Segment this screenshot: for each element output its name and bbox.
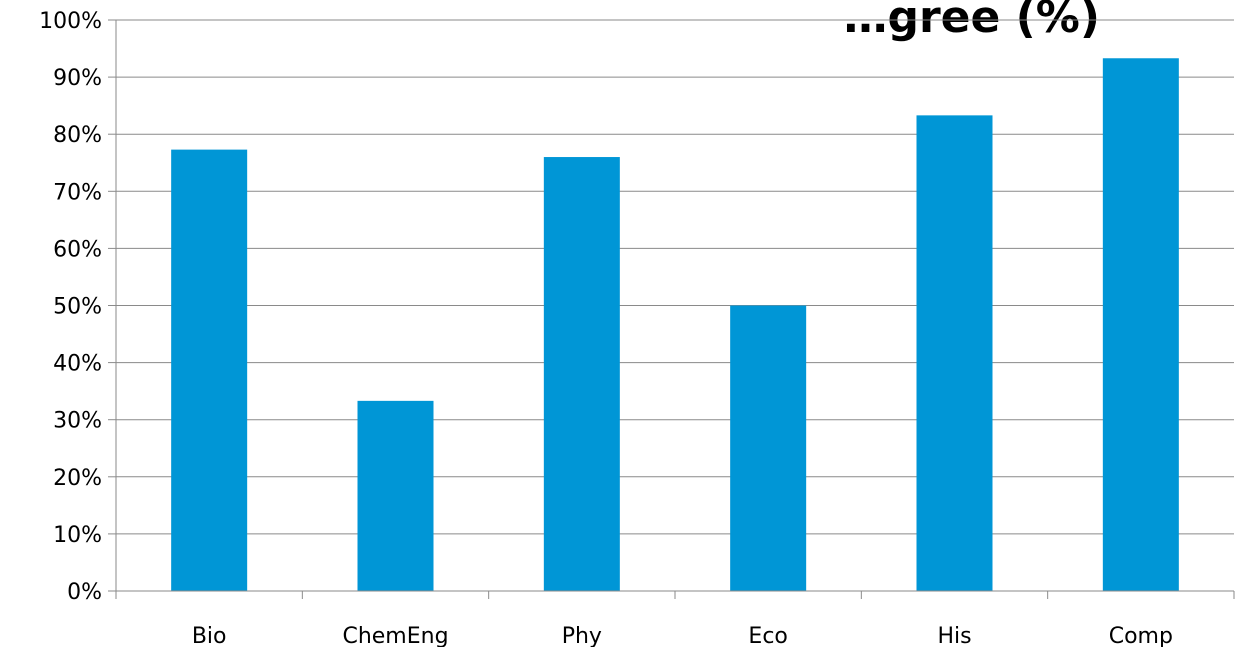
x-tick-label: Bio <box>192 624 227 647</box>
y-tick-label: 40% <box>53 352 102 377</box>
x-tick-labels: Bio ChemEng Phy Eco His Comp <box>192 624 1173 647</box>
y-tick-label: 30% <box>53 409 102 434</box>
y-tick-label: 0% <box>67 580 102 605</box>
x-tick-label: Phy <box>562 624 602 647</box>
x-tick-label: ChemEng <box>342 624 448 647</box>
gridlines <box>116 19 1234 535</box>
y-tick-label: 100% <box>39 9 102 34</box>
bars <box>171 58 1179 592</box>
y-tick-label: 60% <box>53 237 102 262</box>
x-tick-label: Comp <box>1109 624 1173 647</box>
bar-chemeng <box>357 400 434 591</box>
x-tick-label: Eco <box>748 624 787 647</box>
y-tick-label: 10% <box>53 523 102 548</box>
y-tick-label: 90% <box>53 66 102 91</box>
bar-eco <box>730 305 807 591</box>
y-tick-label: 80% <box>53 123 102 148</box>
bar-phy <box>543 157 620 592</box>
chart-title: …gree (%) <box>843 0 1100 43</box>
y-tick-label: 20% <box>53 466 102 491</box>
x-tick-label: His <box>937 624 971 647</box>
bar-comp <box>1102 58 1179 591</box>
axes <box>108 19 1235 599</box>
y-tick-label: 70% <box>53 180 102 205</box>
y-tick-labels: 0% 10% 20% 30% 40% 50% 60% 70% 80% 90% 100% <box>39 9 102 605</box>
y-tick-label: 50% <box>53 295 102 320</box>
bar-bio <box>171 149 248 591</box>
bar-his <box>916 115 993 592</box>
